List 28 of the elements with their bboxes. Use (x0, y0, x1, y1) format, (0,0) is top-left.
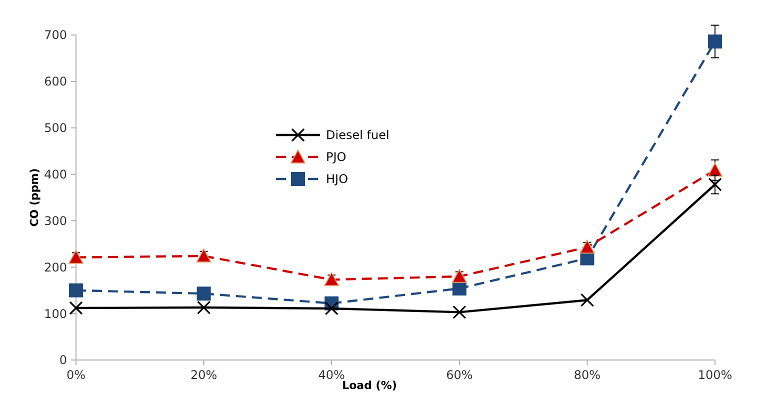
x-tick-label: 40% (318, 368, 345, 382)
point (196, 248, 212, 262)
y-tick-label: 200 (44, 260, 67, 274)
point (452, 268, 467, 283)
y-tick-label: 500 (44, 121, 67, 136)
legend-label: PJO (326, 150, 346, 164)
legend-label: HJO (326, 172, 348, 186)
x-tick-label: 60% (446, 368, 473, 382)
x-tick-label: 20% (190, 368, 218, 382)
y-tick-label: 400 (44, 167, 67, 182)
point (69, 283, 83, 298)
y-tick-label: 700 (44, 28, 67, 42)
point (708, 34, 722, 48)
y-tick-label: 300 (44, 214, 67, 228)
x-tick-label: 0% (66, 368, 86, 382)
x-axis-title: Load (%) (342, 379, 397, 392)
point (580, 240, 595, 254)
point (68, 250, 84, 264)
x-tick-label: 100% (698, 368, 732, 382)
y-axis-title: CO (ppm) (28, 168, 41, 227)
legend-label: Diesel fuel (326, 128, 390, 142)
point (708, 162, 722, 177)
y-tick-label: 600 (44, 74, 67, 89)
point (196, 286, 211, 301)
y-tick-label: 100 (44, 306, 67, 321)
x-tick-label: 80% (574, 368, 601, 382)
point (324, 272, 340, 286)
y-tick-label: 0 (59, 353, 67, 368)
